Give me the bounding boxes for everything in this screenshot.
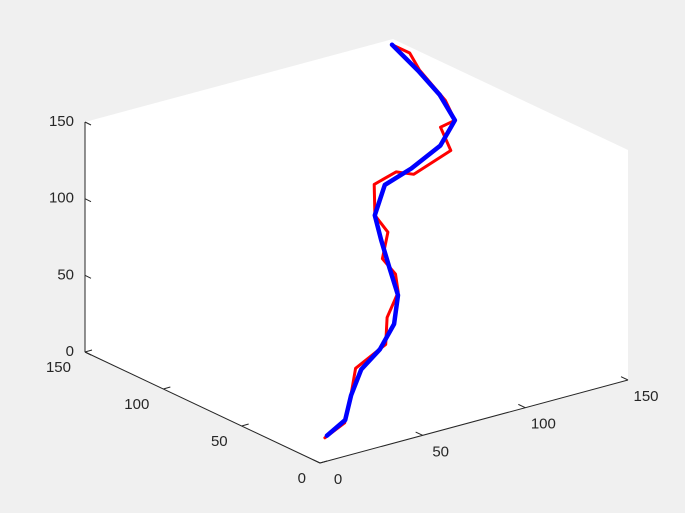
axis-line	[84, 351, 321, 464]
x-tick-label: 0	[334, 471, 342, 488]
z-tick-label: 150	[49, 113, 74, 130]
y-tick	[241, 423, 249, 427]
x-tick-label: 50	[432, 443, 449, 460]
x-tick	[518, 403, 526, 409]
z-tick	[84, 121, 92, 126]
axis-line	[319, 379, 629, 464]
x-tick-label: 100	[531, 416, 556, 433]
y-tick	[84, 349, 93, 353]
y-tick-label: 150	[46, 359, 71, 376]
z-tick-label: 0	[66, 343, 74, 360]
z-tick	[84, 351, 92, 356]
y-tick	[319, 460, 328, 464]
x-tick-label: 150	[633, 388, 658, 405]
y-tick-label: 100	[124, 396, 149, 413]
y-tick-label: 0	[298, 470, 306, 487]
z-tick	[84, 198, 92, 203]
y-tick	[163, 386, 171, 390]
x-tick	[312, 459, 321, 464]
data-line	[324, 42, 458, 438]
x-tick	[415, 431, 423, 436]
z-tick-label: 100	[49, 190, 74, 207]
plot-area	[85, 39, 628, 463]
z-tick	[84, 274, 92, 279]
y-tick-label: 50	[211, 433, 228, 450]
z-tick-label: 50	[57, 266, 74, 283]
x-tick	[620, 376, 629, 381]
